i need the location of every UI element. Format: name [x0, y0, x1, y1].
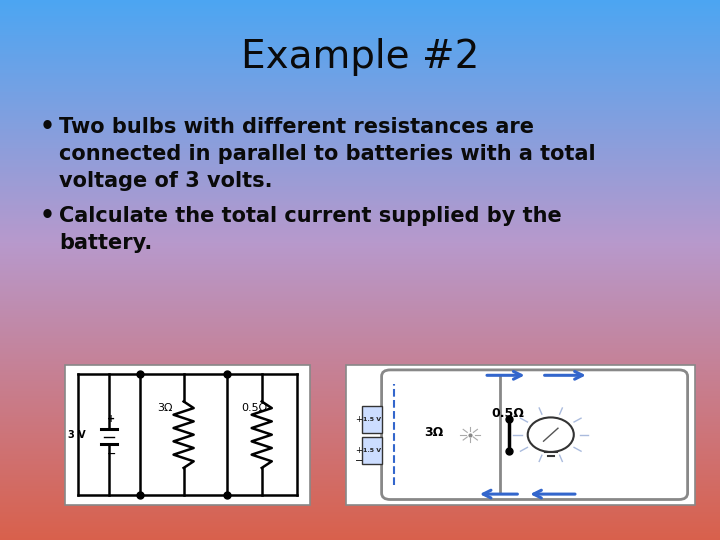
Text: connected in parallel to batteries with a total: connected in parallel to batteries with … [59, 144, 595, 164]
Text: •: • [40, 115, 55, 139]
Text: 3Ω: 3Ω [157, 403, 173, 413]
Text: 3 V: 3 V [68, 430, 86, 440]
Bar [362, 406, 382, 433]
Bar [65, 364, 310, 505]
Text: +: + [107, 414, 115, 424]
Text: 0.5Ω: 0.5Ω [491, 407, 524, 420]
Text: •: • [40, 204, 55, 228]
Text: −: − [107, 449, 116, 459]
Bar [346, 364, 695, 505]
Text: Example #2: Example #2 [240, 38, 480, 76]
Text: +: + [355, 415, 362, 423]
Text: −: − [354, 456, 363, 466]
Text: voltage of 3 volts.: voltage of 3 volts. [59, 171, 273, 191]
Text: Calculate the total current supplied by the: Calculate the total current supplied by … [59, 206, 562, 226]
Text: 3Ω: 3Ω [425, 426, 444, 438]
Text: battery.: battery. [59, 233, 153, 253]
Text: Two bulbs with different resistances are: Two bulbs with different resistances are [59, 117, 534, 137]
Text: +: + [355, 446, 362, 455]
Text: 1.5 V: 1.5 V [363, 448, 382, 453]
Bar [362, 437, 382, 464]
Text: 0.5Ω: 0.5Ω [241, 403, 268, 413]
Text: 1.5 V: 1.5 V [363, 416, 382, 422]
